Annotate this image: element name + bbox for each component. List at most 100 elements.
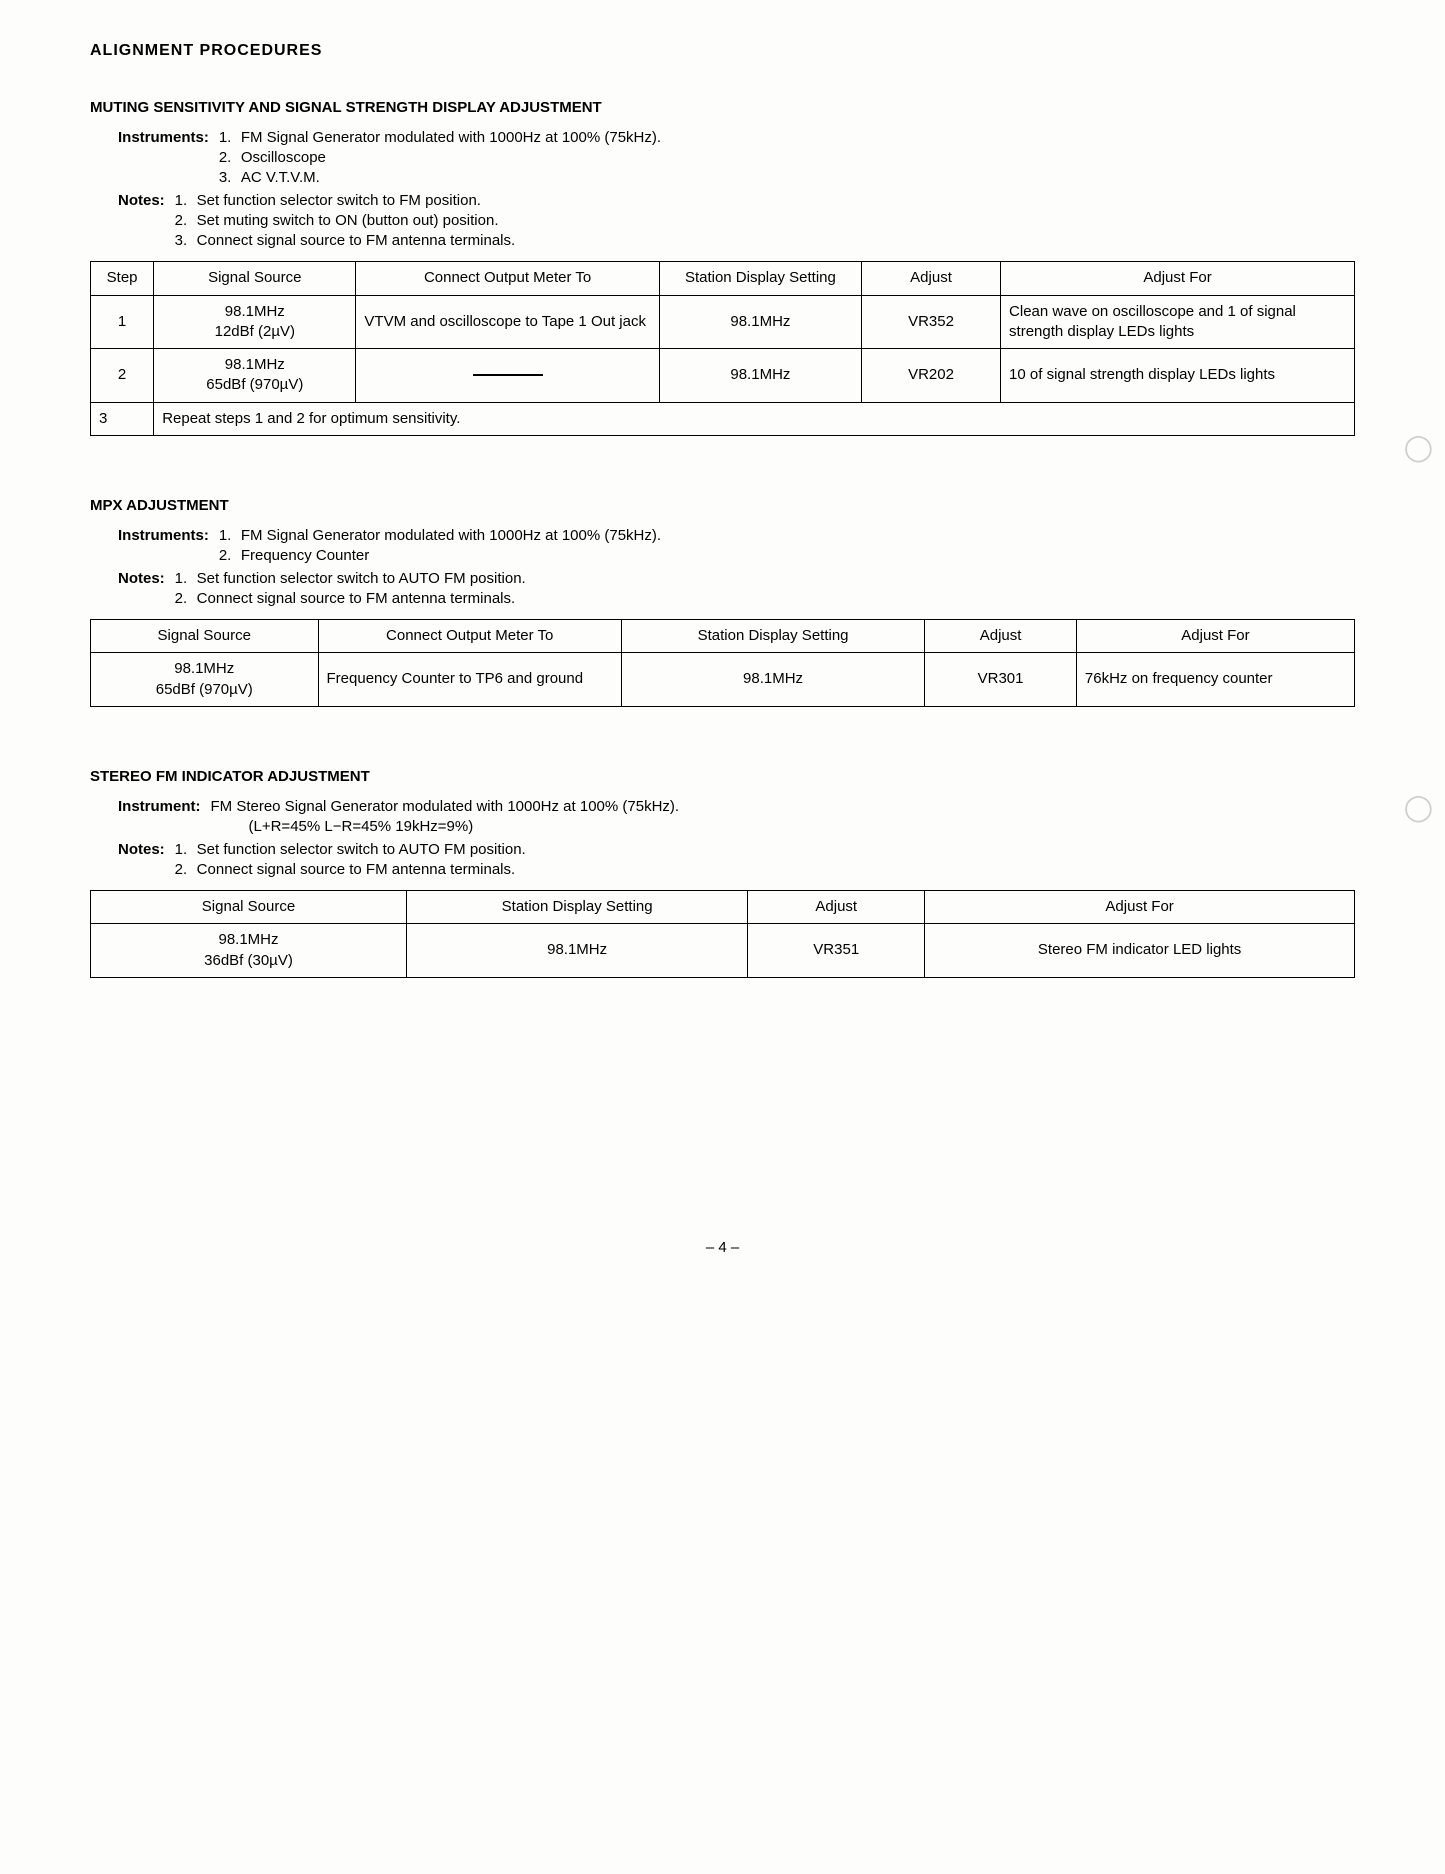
th-signal-source: Signal Source <box>91 891 407 924</box>
instrument-item: Frequency Counter <box>241 546 1355 566</box>
signal-line2: 65dBf (970µV) <box>206 376 303 393</box>
cell-repeat: Repeat steps 1 and 2 for optimum sensiti… <box>154 402 1355 435</box>
list-num: 2. <box>175 211 197 231</box>
list-num: 1. <box>175 191 197 211</box>
th-adjust-for: Adjust For <box>925 891 1355 924</box>
instrument-label: Instrument: <box>118 797 211 817</box>
signal-line1: 98.1MHz <box>225 356 285 373</box>
signal-line2: 65dBf (970µV) <box>156 681 253 698</box>
cell-station: 98.1MHz <box>621 653 924 707</box>
list-num: 1. <box>219 128 241 148</box>
cell-connect: Frequency Counter to TP6 and ground <box>318 653 621 707</box>
table-row: 98.1MHz 65dBf (970µV) Frequency Counter … <box>91 653 1355 707</box>
cell-adjust-for: Stereo FM indicator LED lights <box>925 924 1355 978</box>
table-row: 3 Repeat steps 1 and 2 for optimum sensi… <box>91 402 1355 435</box>
cell-signal-source: 98.1MHz 36dBf (30µV) <box>91 924 407 978</box>
list-num: 1. <box>175 840 197 860</box>
stereo-fm-table: Signal Source Station Display Setting Ad… <box>90 890 1355 978</box>
cell-step: 3 <box>91 402 154 435</box>
dash-icon <box>473 374 543 376</box>
cell-signal-source: 98.1MHz 65dBf (970µV) <box>91 653 319 707</box>
cell-adjust: VR301 <box>925 653 1077 707</box>
th-adjust: Adjust <box>748 891 925 924</box>
note-item: Connect signal source to FM antenna term… <box>197 860 1355 880</box>
notes-label: Notes: <box>118 191 175 211</box>
instruments-block: Instruments: 1.FM Signal Generator modul… <box>90 128 1355 252</box>
instrument-item: AC V.T.V.M. <box>241 168 1355 188</box>
cell-signal-source: 98.1MHz 12dBf (2µV) <box>154 295 356 349</box>
page-title: ALIGNMENT PROCEDURES <box>90 40 1355 62</box>
cell-signal-source: 98.1MHz 65dBf (970µV) <box>154 349 356 403</box>
th-connect: Connect Output Meter To <box>318 620 621 653</box>
cell-adjust: VR352 <box>862 295 1001 349</box>
instruments-block: Instrument: FM Stereo Signal Generator m… <box>90 797 1355 880</box>
cell-connect: VTVM and oscilloscope to Tape 1 Out jack <box>356 295 659 349</box>
table-row: 1 98.1MHz 12dBf (2µV) VTVM and oscillosc… <box>91 295 1355 349</box>
instruments-block: Instruments: 1.FM Signal Generator modul… <box>90 526 1355 609</box>
table-header-row: Step Signal Source Connect Output Meter … <box>91 262 1355 295</box>
signal-line1: 98.1MHz <box>225 303 285 320</box>
th-adjust-for: Adjust For <box>1076 620 1354 653</box>
page-number: – 4 – <box>90 1238 1355 1258</box>
signal-line1: 98.1MHz <box>174 660 234 677</box>
table-row: 98.1MHz 36dBf (30µV) 98.1MHz VR351 Stere… <box>91 924 1355 978</box>
mpx-table: Signal Source Connect Output Meter To St… <box>90 619 1355 707</box>
list-num: 1. <box>175 569 197 589</box>
section-muting-sensitivity: MUTING SENSITIVITY AND SIGNAL STRENGTH D… <box>90 98 1355 436</box>
list-num: 2. <box>219 148 241 168</box>
instrument-item: FM Signal Generator modulated with 1000H… <box>241 128 1355 148</box>
table-row: 2 98.1MHz 65dBf (970µV) 98.1MHz VR202 10… <box>91 349 1355 403</box>
cell-station: 98.1MHz <box>407 924 748 978</box>
note-item: Connect signal source to FM antenna term… <box>197 231 1355 251</box>
notes-label: Notes: <box>118 569 175 589</box>
instrument-item: FM Stereo Signal Generator modulated wit… <box>211 797 1356 817</box>
th-adjust: Adjust <box>862 262 1001 295</box>
note-item: Connect signal source to FM antenna term… <box>197 589 1355 609</box>
punch-hole-icon: ◯ <box>1404 790 1433 825</box>
th-adjust: Adjust <box>925 620 1077 653</box>
list-num: 3. <box>175 231 197 251</box>
muting-table: Step Signal Source Connect Output Meter … <box>90 261 1355 436</box>
note-item: Set function selector switch to AUTO FM … <box>197 569 1355 589</box>
note-item: Set function selector switch to AUTO FM … <box>197 840 1355 860</box>
th-signal-source: Signal Source <box>154 262 356 295</box>
cell-adjust-for: 76kHz on frequency counter <box>1076 653 1354 707</box>
signal-line2: 36dBf (30µV) <box>204 952 293 969</box>
cell-connect <box>356 349 659 403</box>
section-title: STEREO FM INDICATOR ADJUSTMENT <box>90 767 1355 787</box>
th-station: Station Display Setting <box>621 620 924 653</box>
list-num: 3. <box>219 168 241 188</box>
list-num: 2. <box>175 589 197 609</box>
th-connect: Connect Output Meter To <box>356 262 659 295</box>
cell-adjust: VR351 <box>748 924 925 978</box>
th-adjust-for: Adjust For <box>1001 262 1355 295</box>
cell-adjust: VR202 <box>862 349 1001 403</box>
section-title: MPX ADJUSTMENT <box>90 496 1355 516</box>
th-step: Step <box>91 262 154 295</box>
note-item: Set function selector switch to FM posit… <box>197 191 1355 211</box>
cell-adjust-for: 10 of signal strength display LEDs light… <box>1001 349 1355 403</box>
table-header-row: Signal Source Station Display Setting Ad… <box>91 891 1355 924</box>
notes-label: Notes: <box>118 840 175 860</box>
th-signal-source: Signal Source <box>91 620 319 653</box>
instrument-sub: (L+R=45% L−R=45% 19kHz=9%) <box>211 817 1356 837</box>
instrument-item: Oscilloscope <box>241 148 1355 168</box>
instruments-label: Instruments: <box>118 526 219 546</box>
th-station: Station Display Setting <box>407 891 748 924</box>
section-title: MUTING SENSITIVITY AND SIGNAL STRENGTH D… <box>90 98 1355 118</box>
signal-line2: 12dBf (2µV) <box>215 323 295 340</box>
signal-line1: 98.1MHz <box>218 931 278 948</box>
cell-step: 2 <box>91 349 154 403</box>
cell-step: 1 <box>91 295 154 349</box>
table-header-row: Signal Source Connect Output Meter To St… <box>91 620 1355 653</box>
cell-adjust-for: Clean wave on oscilloscope and 1 of sign… <box>1001 295 1355 349</box>
cell-station: 98.1MHz <box>659 349 861 403</box>
section-stereo-fm: STEREO FM INDICATOR ADJUSTMENT Instrumen… <box>90 767 1355 978</box>
list-num: 2. <box>219 546 241 566</box>
instruments-label: Instruments: <box>118 128 219 148</box>
punch-hole-icon: ◯ <box>1404 430 1433 465</box>
cell-station: 98.1MHz <box>659 295 861 349</box>
list-num: 1. <box>219 526 241 546</box>
th-station: Station Display Setting <box>659 262 861 295</box>
section-mpx: MPX ADJUSTMENT Instruments: 1.FM Signal … <box>90 496 1355 707</box>
